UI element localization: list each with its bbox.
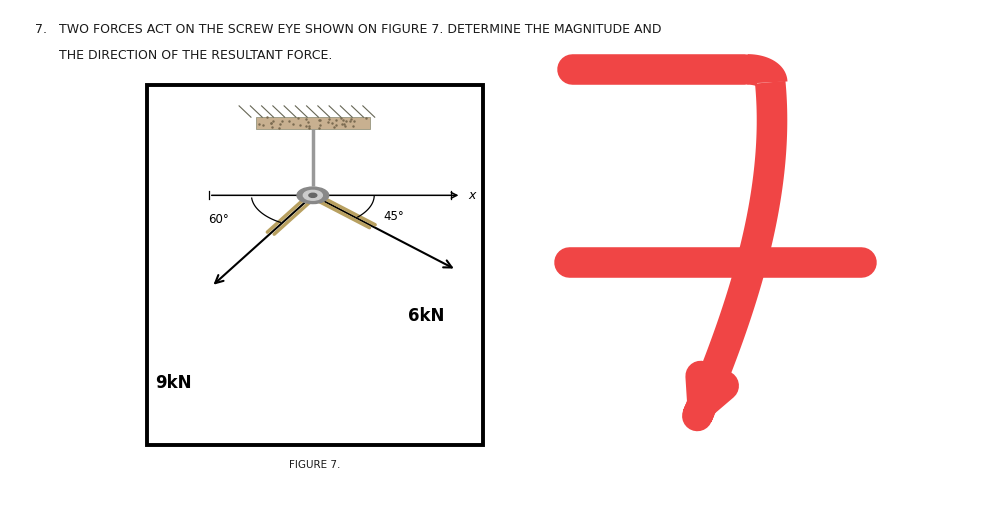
Circle shape bbox=[303, 190, 323, 200]
Bar bbox=[147, 85, 483, 445]
Text: THE DIRECTION OF THE RESULTANT FORCE.: THE DIRECTION OF THE RESULTANT FORCE. bbox=[35, 49, 332, 62]
Text: 60°: 60° bbox=[209, 213, 229, 227]
Text: 9kN: 9kN bbox=[155, 374, 191, 392]
Text: x: x bbox=[468, 189, 475, 202]
Text: FIGURE 7.: FIGURE 7. bbox=[289, 460, 341, 470]
Text: 7.   TWO FORCES ACT ON THE SCREW EYE SHOWN ON FIGURE 7. DETERMINE THE MAGNITUDE : 7. TWO FORCES ACT ON THE SCREW EYE SHOWN… bbox=[35, 23, 661, 36]
Bar bbox=[255, 117, 370, 128]
Circle shape bbox=[297, 187, 329, 204]
Text: 45°: 45° bbox=[384, 210, 404, 224]
Text: 6kN: 6kN bbox=[408, 307, 444, 325]
Circle shape bbox=[309, 193, 317, 197]
